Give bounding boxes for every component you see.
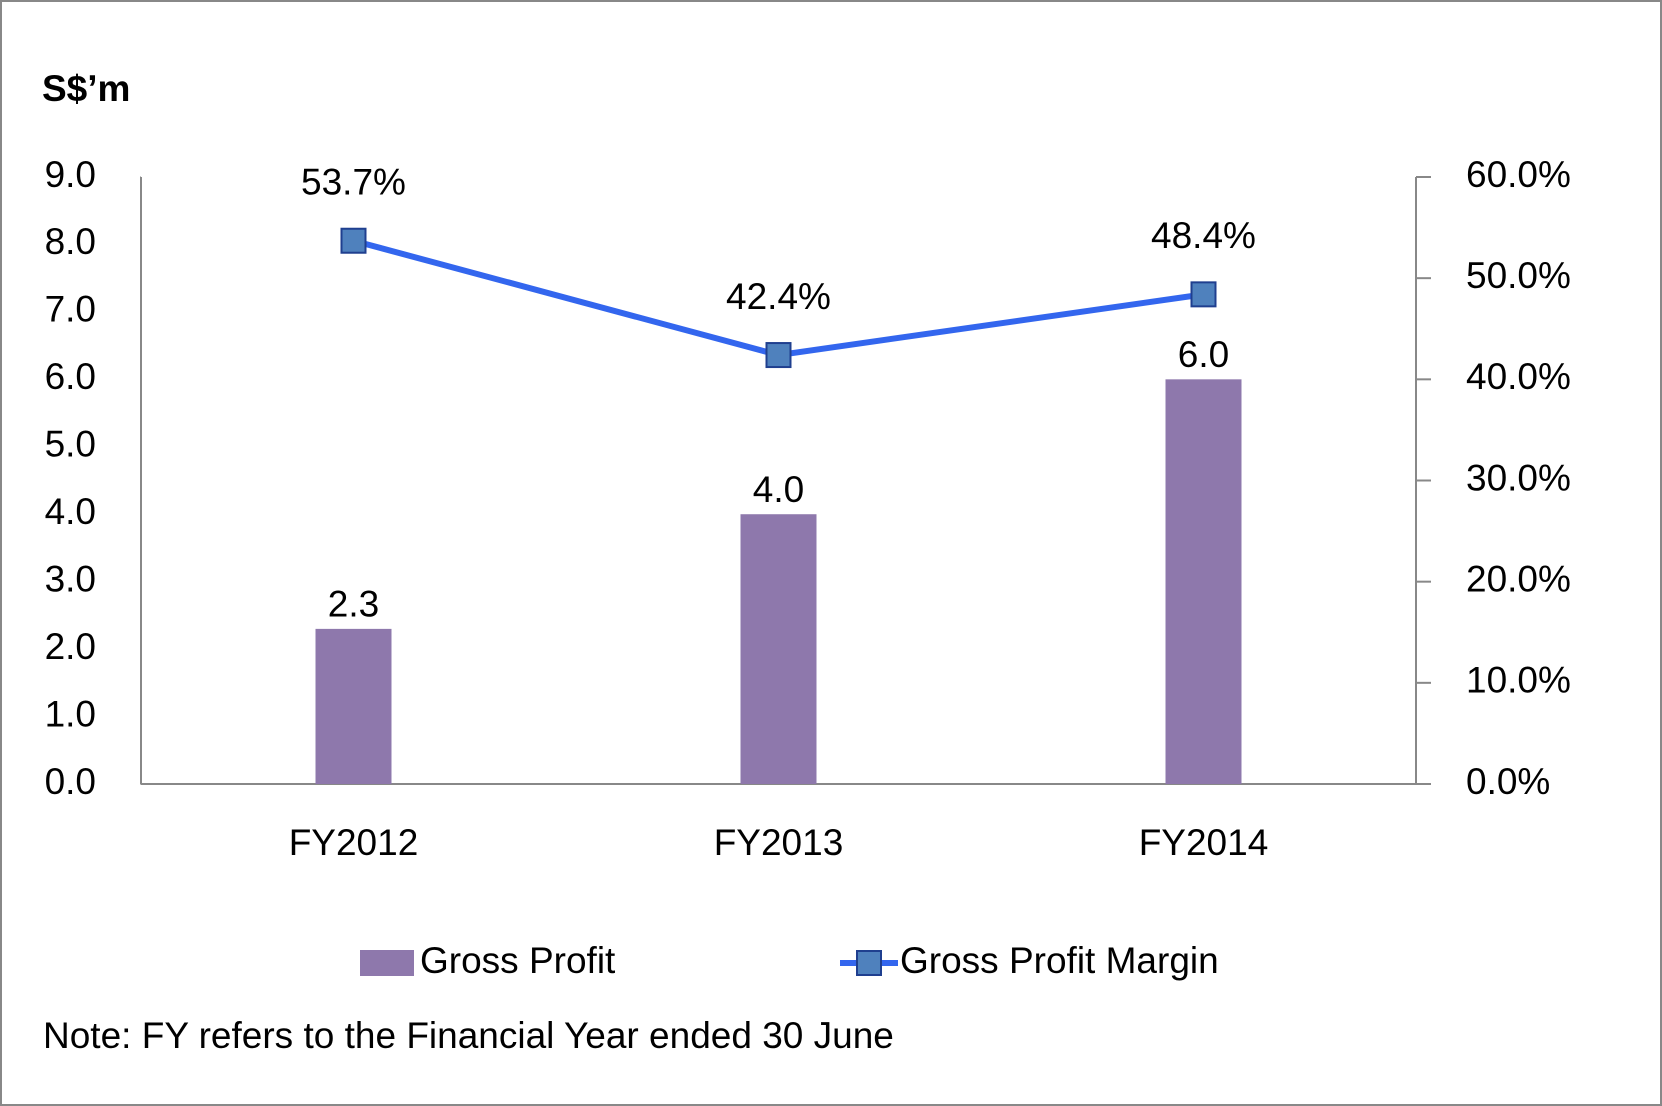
y2-tick-label: 60.0% [1466, 154, 1571, 195]
legend-marker [856, 950, 882, 976]
y-axis-unit: S$’m [42, 68, 130, 109]
line-value-label: 42.4% [726, 276, 831, 317]
marker [340, 227, 367, 254]
y-tick-label: 7.0 [45, 289, 96, 330]
bar-value-label: 2.3 [328, 584, 379, 625]
legend-label: Gross Profit Margin [900, 940, 1219, 981]
y-tick-label: 4.0 [45, 491, 96, 532]
y-tick-label: 2.0 [45, 626, 96, 667]
bar [1165, 379, 1242, 784]
y-tick-label: 8.0 [45, 221, 96, 262]
y2-tick-label: 40.0% [1466, 356, 1571, 397]
marker [1190, 281, 1217, 308]
y-tick-label: 0.0 [45, 761, 96, 802]
note: Note: FY refers to the Financial Year en… [43, 1015, 894, 1056]
bar [740, 514, 817, 784]
legend-swatch [360, 950, 414, 976]
y-tick-label: 6.0 [45, 356, 96, 397]
marker [765, 342, 792, 369]
bar-value-label: 4.0 [753, 469, 804, 510]
legend-label: Gross Profit [420, 940, 616, 981]
bar [315, 628, 392, 784]
x-tick-label: FY2013 [714, 822, 844, 863]
bar-value-label: 6.0 [1178, 334, 1229, 375]
y-tick-label: 9.0 [45, 154, 96, 195]
line-value-label: 48.4% [1151, 215, 1256, 256]
y2-tick-label: 20.0% [1466, 558, 1571, 599]
y-tick-label: 1.0 [45, 693, 96, 734]
x-tick-label: FY2014 [1139, 822, 1269, 863]
y-tick-label: 3.0 [45, 558, 96, 599]
x-tick-label: FY2012 [289, 822, 419, 863]
y2-tick-label: 30.0% [1466, 457, 1571, 498]
y-tick-label: 5.0 [45, 424, 96, 465]
y2-tick-label: 10.0% [1466, 660, 1571, 701]
y2-tick-label: 0.0% [1466, 761, 1550, 802]
y2-tick-label: 50.0% [1466, 255, 1571, 296]
line-value-label: 53.7% [301, 162, 406, 203]
